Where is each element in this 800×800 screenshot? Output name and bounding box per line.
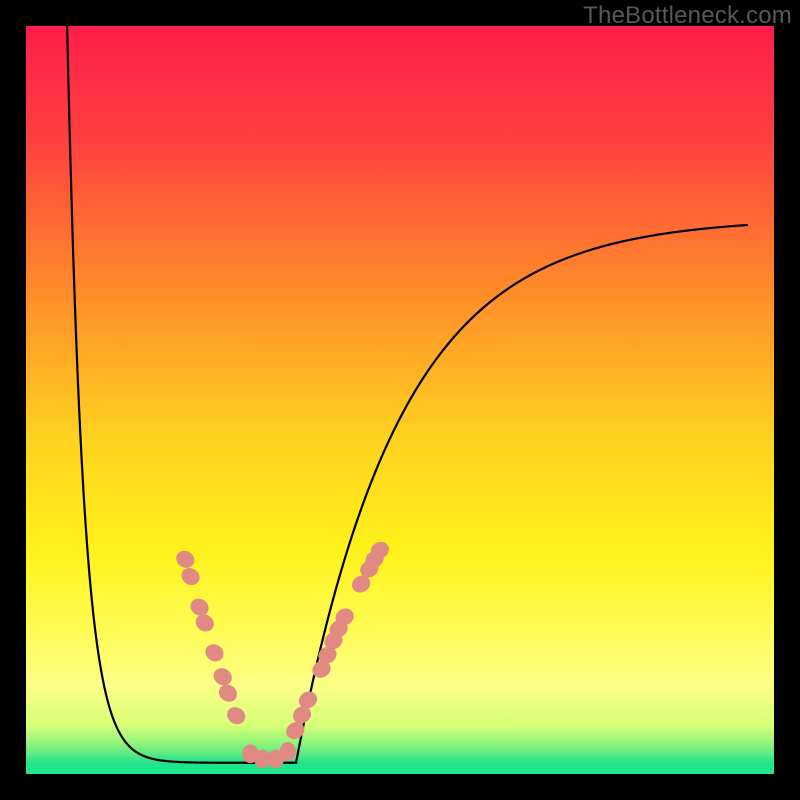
chart-root: TheBottleneck.com	[0, 0, 800, 800]
attribution-label: TheBottleneck.com	[583, 2, 792, 30]
data-bead	[280, 742, 296, 761]
chart-svg	[0, 0, 800, 800]
gradient-panel	[26, 26, 774, 774]
